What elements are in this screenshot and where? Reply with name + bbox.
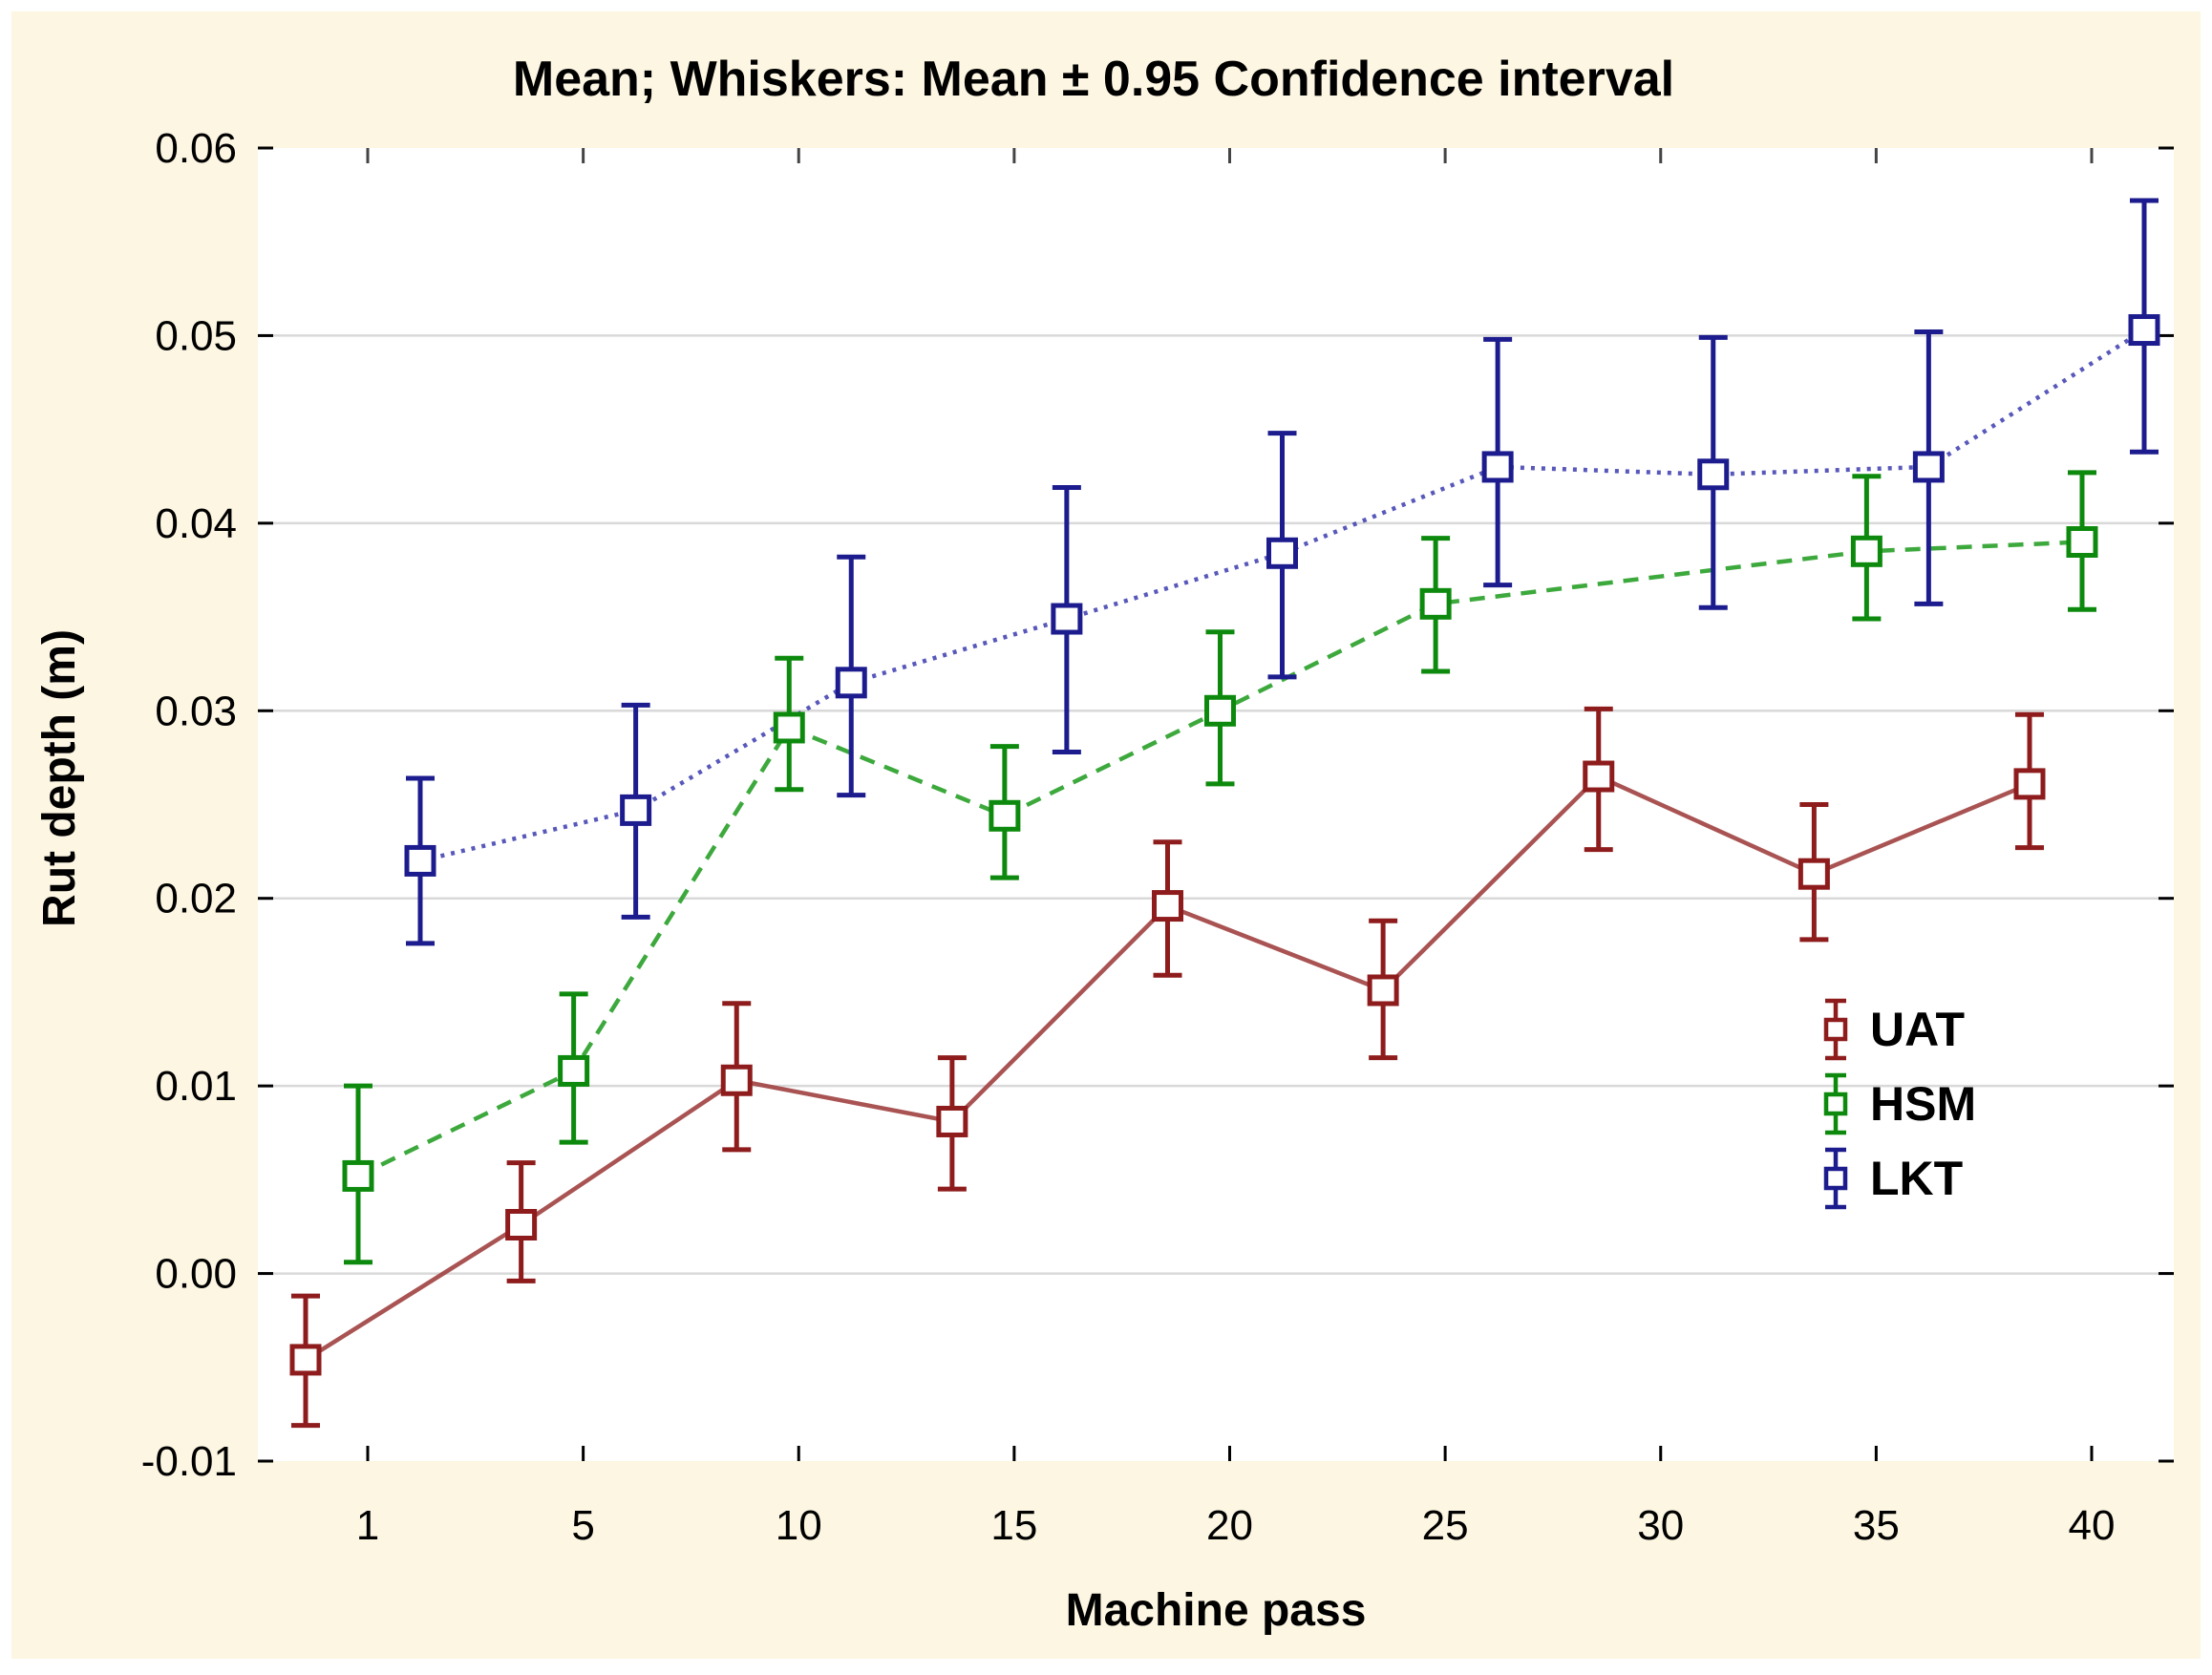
y-tick-label: 0.04: [155, 500, 237, 547]
mean-marker: [936, 1105, 968, 1137]
mean-marker: [2013, 768, 2046, 800]
x-tick-label: 1: [356, 1502, 379, 1549]
y-axis-title: Rut depth (m): [34, 629, 85, 927]
legend-item-uat: UAT: [1823, 998, 1965, 1061]
x-tick-label: 10: [776, 1502, 822, 1549]
legend-label-hsm: HSM: [1870, 1077, 1976, 1131]
legend-symbol-marker: [1823, 1017, 1848, 1042]
mean-marker: [1152, 890, 1183, 922]
mean-marker: [1204, 694, 1236, 727]
mean-marker: [1419, 587, 1452, 620]
series-hsm: [342, 470, 2098, 1265]
mean-marker: [342, 1159, 374, 1192]
y-tick-label: 0.03: [155, 688, 237, 734]
mean-marker: [835, 667, 867, 699]
legend-item-hsm: HSM: [1823, 1072, 1976, 1135]
legend-item-lkt: LKT: [1823, 1147, 1963, 1210]
mean-marker: [1697, 458, 1730, 491]
x-tick-label: 15: [990, 1502, 1037, 1549]
legend-label-uat: UAT: [1870, 1003, 1965, 1056]
mean-marker: [1266, 537, 1298, 569]
y-tick-label: 0.06: [155, 125, 237, 172]
x-tick-label: 40: [2069, 1502, 2116, 1549]
mean-marker: [1583, 760, 1615, 793]
legend-symbol-marker: [1823, 1166, 1848, 1191]
y-tick-label: 0.05: [155, 312, 237, 359]
chart-title: Mean; Whiskers: Mean ± 0.95 Confidence i…: [513, 52, 1674, 107]
mean-marker: [1051, 603, 1083, 635]
y-tick-label: 0.00: [155, 1251, 237, 1298]
legend: UAT HSM LKT: [1823, 998, 1976, 1210]
mean-marker: [1797, 858, 1830, 890]
mean-marker: [558, 1054, 590, 1087]
mean-marker: [1850, 535, 1882, 567]
x-tick-label: 25: [1422, 1502, 1469, 1549]
mean-marker: [404, 844, 436, 877]
y-tick-label: 0.02: [155, 876, 237, 922]
legend-symbol-marker: [1823, 1092, 1848, 1116]
mean-marker: [1367, 974, 1399, 1007]
mean-marker: [2128, 314, 2160, 347]
mean-marker: [620, 794, 652, 826]
mean-marker: [289, 1344, 322, 1376]
x-tick-label: 20: [1206, 1502, 1253, 1549]
plot-background: [258, 148, 2174, 1461]
series-uat: [289, 706, 2046, 1429]
mean-marker: [1912, 451, 1945, 483]
mean-marker: [505, 1209, 538, 1240]
series-line-lkt: [419, 328, 2146, 863]
series-lkt: [404, 198, 2160, 946]
mean-marker: [720, 1064, 753, 1096]
plot-area: 0.060.050.040.030.020.010.00-0.011 5 10 15 2…: [141, 125, 2174, 1549]
y-tick-label: 0.01: [155, 1063, 237, 1110]
mean-marker: [1481, 451, 1514, 483]
x-axis-title: Machine pass: [1066, 1585, 1367, 1636]
legend-label-lkt: LKT: [1870, 1152, 1963, 1205]
x-tick-label: 5: [571, 1502, 594, 1549]
x-tick-label: 30: [1637, 1502, 1684, 1549]
mean-marker: [2066, 526, 2098, 558]
mean-marker: [989, 799, 1021, 832]
x-tick-label: 35: [1853, 1502, 1900, 1549]
mean-marker: [773, 711, 805, 744]
y-tick-label: -0.01: [141, 1438, 237, 1485]
